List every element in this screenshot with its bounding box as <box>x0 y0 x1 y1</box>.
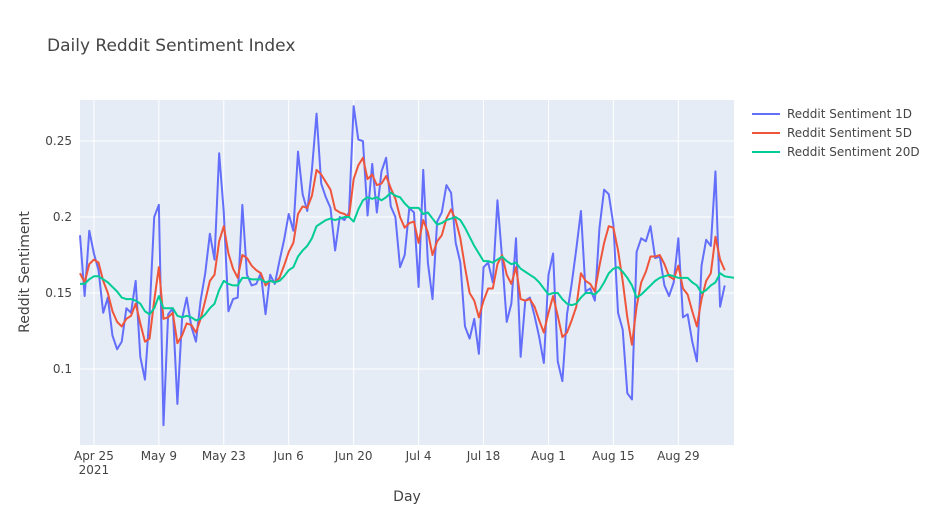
x-tick-label: Aug 29 <box>657 449 700 463</box>
y-tick-label: 0.2 <box>53 210 72 224</box>
x-tick-label: Jun 20 <box>334 449 373 463</box>
y-tick-label: 0.15 <box>45 286 72 300</box>
series-line-5d[interactable] <box>79 156 726 346</box>
y-tick-label: 0.25 <box>45 134 72 148</box>
x-tick-label: Aug 15 <box>592 449 635 463</box>
y-tick-label: 0.1 <box>53 362 72 376</box>
x-tick-label: Jul 4 <box>405 449 432 463</box>
x-tick-label: May 23 <box>202 449 246 463</box>
x-tick-label: Aug 1 <box>531 449 566 463</box>
plot-area <box>80 100 734 445</box>
legend[interactable]: Reddit Sentiment 1D Reddit Sentiment 5D … <box>752 107 920 159</box>
series-lines[interactable] <box>79 105 735 427</box>
x-tick-year-label: 2021 <box>79 463 110 477</box>
series-line-1d[interactable] <box>79 105 726 427</box>
x-tick-label: May 9 <box>141 449 177 463</box>
legend-label-5d: Reddit Sentiment 5D <box>787 126 912 140</box>
x-tick-label: Jul 18 <box>466 449 501 463</box>
legend-item-5d[interactable]: Reddit Sentiment 5D <box>752 126 912 140</box>
x-tick-label: Apr 25 <box>74 449 114 463</box>
x-axis-title: Day <box>393 489 421 505</box>
y-axis-title: Reddit Sentiment <box>17 211 33 333</box>
x-tick-label: Jun 6 <box>273 449 304 463</box>
y-axis-ticks: 0.1 0.15 0.2 0.25 <box>45 134 72 376</box>
legend-label-1d: Reddit Sentiment 1D <box>787 107 912 121</box>
chart-title: Daily Reddit Sentiment Index <box>47 36 295 56</box>
series-line-20d[interactable] <box>80 191 735 322</box>
legend-item-20d[interactable]: Reddit Sentiment 20D <box>752 145 920 159</box>
legend-item-1d[interactable]: Reddit Sentiment 1D <box>752 107 912 121</box>
legend-label-20d: Reddit Sentiment 20D <box>787 145 920 159</box>
